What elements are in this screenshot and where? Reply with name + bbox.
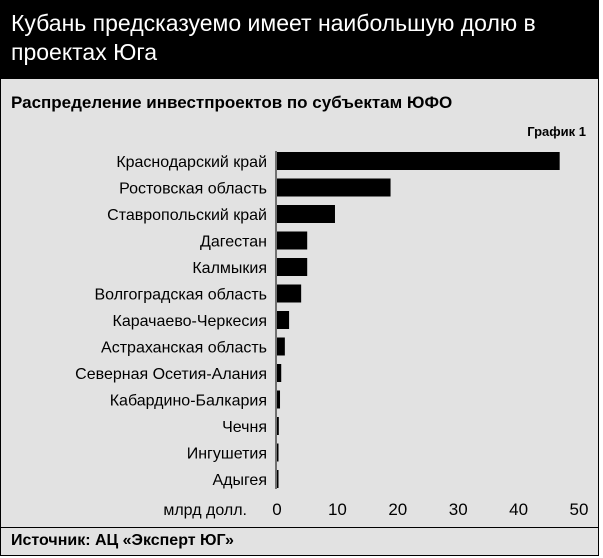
category-label: Чечня xyxy=(222,419,267,436)
headline: Кубань предсказуемо имеет наибольшую дол… xyxy=(11,10,536,65)
bar xyxy=(277,470,279,488)
bar xyxy=(277,443,279,462)
source-text: Источник: АЦ «Эксперт ЮГ» xyxy=(11,532,234,549)
x-tick-label: 10 xyxy=(328,500,347,519)
category-label: Адыгея xyxy=(212,472,267,489)
bar xyxy=(277,284,302,303)
category-label: Ставропольский край xyxy=(107,207,267,224)
bar xyxy=(277,390,281,409)
chart-number: График 1 xyxy=(527,124,586,139)
bar xyxy=(277,231,308,250)
source-footer: Источник: АЦ «Эксперт ЮГ» xyxy=(1,527,598,555)
category-label: Калмыкия xyxy=(192,260,267,277)
x-tick-label: 50 xyxy=(570,500,589,519)
x-tick-label: 40 xyxy=(509,500,528,519)
x-tick-label: 20 xyxy=(388,500,407,519)
category-label: Краснодарский край xyxy=(116,154,267,171)
category-label: Северная Осетия-Алания xyxy=(75,366,267,383)
bar xyxy=(277,205,335,223)
x-tick-label: 30 xyxy=(449,500,468,519)
bar xyxy=(277,152,560,170)
x-tick-label: 0 xyxy=(272,500,281,519)
category-label: Волгоградская область xyxy=(94,287,267,304)
chart-title: Распределение инвестпроектов по субъекта… xyxy=(11,93,453,112)
category-label: Ростовская область xyxy=(119,181,267,198)
category-label: Дагестан xyxy=(200,234,267,251)
x-axis-label: млрд долл. xyxy=(163,502,247,519)
headline-banner: Кубань предсказуемо имеет наибольшую дол… xyxy=(1,1,598,79)
category-label: Карачаево-Черкесия xyxy=(113,313,267,330)
category-label: Астраханская область xyxy=(101,340,267,357)
bar xyxy=(277,258,308,276)
bar xyxy=(277,417,279,435)
bar xyxy=(277,311,290,329)
bar xyxy=(277,178,391,197)
category-label: Ингушетия xyxy=(187,446,267,463)
bar xyxy=(277,364,282,382)
category-label: Кабардино-Балкария xyxy=(110,393,267,410)
bar xyxy=(277,337,285,356)
